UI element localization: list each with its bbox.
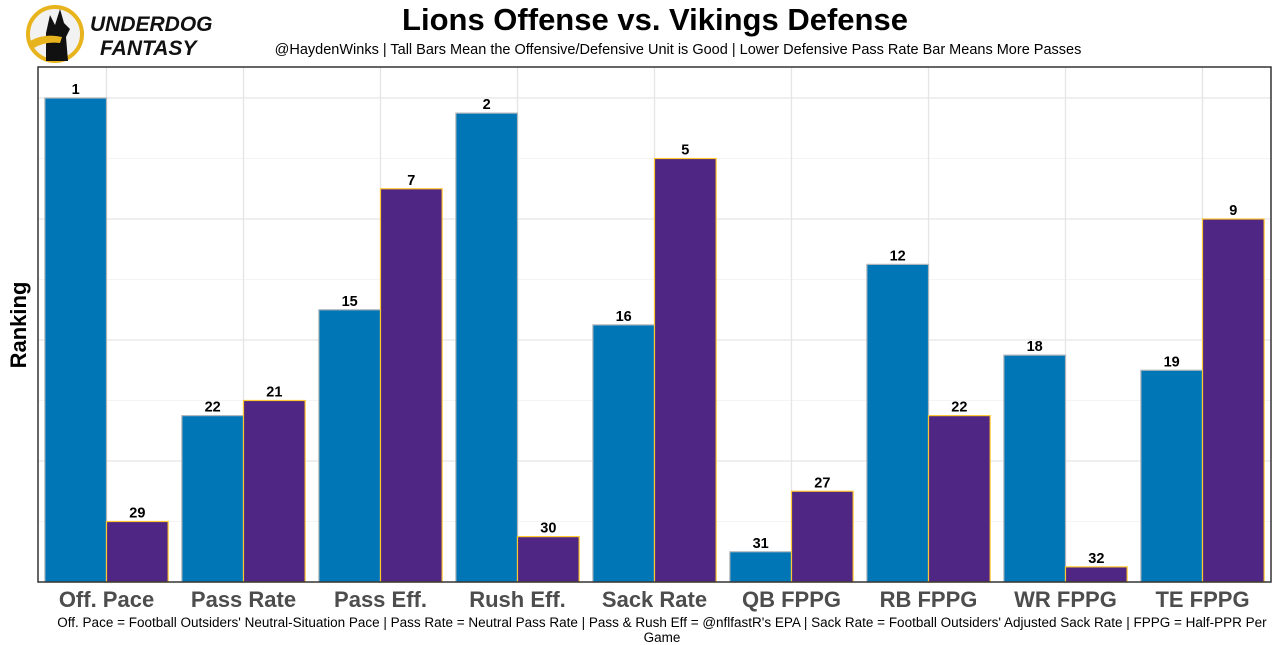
x-tick-label: Pass Rate: [191, 587, 296, 612]
x-tick-labels: Off. Pace Pass Rate Pass Eff. Rush Eff. Sack…: [59, 587, 1250, 612]
offense-bar-label: 1: [72, 82, 80, 98]
y-axis-label: Ranking: [6, 282, 31, 369]
defense-bar: [1064, 566, 1128, 583]
logo-line2: FANTASY: [100, 37, 198, 60]
x-tick-label: QB FPPG: [742, 587, 841, 612]
defense-bar-label: 5: [681, 143, 689, 159]
x-tick-label: Sack Rate: [602, 587, 707, 612]
offense-bar: [455, 112, 519, 583]
x-tick-label: WR FPPG: [1014, 587, 1117, 612]
offense-bar-label: 16: [616, 309, 632, 325]
chart-caption: Off. Pace = Football Outsiders' Neutral-…: [0, 615, 1280, 645]
offense-bar: [44, 97, 108, 583]
offense-bar-label: 31: [753, 536, 769, 552]
x-tick-label: Pass Eff.: [334, 587, 427, 612]
underdog-fantasy-logo: UNDERDOG FANTASY: [26, 5, 213, 63]
offense-bar: [318, 309, 382, 583]
offense-bar: [181, 415, 245, 583]
defense-bar: [1201, 218, 1265, 583]
defense-bar-label: 7: [407, 173, 415, 189]
defense-bar: [927, 415, 991, 583]
data-labels: 1 22 15 2 16 31 12 18 19 29 21 7 30 5 27 22 32 9: [72, 82, 1238, 567]
caption-text: Off. Pace = Football Outsiders' Neutral-…: [57, 615, 1267, 645]
defense-bar: [105, 520, 169, 583]
defense-bar-label: 21: [266, 385, 282, 401]
panel-border: [37, 66, 1272, 583]
offense-bar: [592, 324, 656, 583]
offense-bar: [1140, 369, 1204, 583]
offense-bar: [729, 551, 793, 583]
offense-bar-label: 19: [1164, 354, 1180, 370]
offense-bar-label: 12: [890, 248, 906, 264]
offense-bar-label: 2: [483, 97, 491, 113]
x-tick-label: Rush Eff.: [469, 587, 566, 612]
logo-line1: UNDERDOG: [90, 13, 213, 36]
x-tick-label: Off. Pace: [59, 587, 154, 612]
bars: [44, 97, 1265, 583]
defense-bar-label: 32: [1088, 551, 1104, 567]
defense-bar-label: 27: [814, 475, 830, 491]
defense-bar-label: 9: [1229, 203, 1237, 219]
defense-bar-label: 22: [951, 400, 967, 416]
chart-subtitle: @HaydenWinks | Tall Bars Mean the Offens…: [274, 42, 1082, 58]
offense-bar-label: 18: [1027, 339, 1043, 355]
defense-bar-label: 30: [540, 521, 556, 537]
defense-bar: [653, 157, 717, 583]
offense-bar: [1003, 354, 1067, 583]
offense-bar-label: 22: [205, 400, 221, 416]
defense-bar: [516, 536, 580, 583]
defense-bar: [242, 399, 306, 583]
x-tick-label: RB FPPG: [880, 587, 978, 612]
defense-bar: [790, 490, 854, 583]
offense-bar-label: 15: [342, 294, 358, 310]
underdog-dog-icon: [26, 5, 84, 63]
chart-title: Lions Offense vs. Vikings Defense: [402, 2, 908, 37]
defense-bar: [379, 188, 443, 583]
defense-bar-label: 29: [129, 506, 145, 522]
x-tick-label: TE FPPG: [1155, 587, 1249, 612]
offense-bar: [866, 263, 930, 583]
